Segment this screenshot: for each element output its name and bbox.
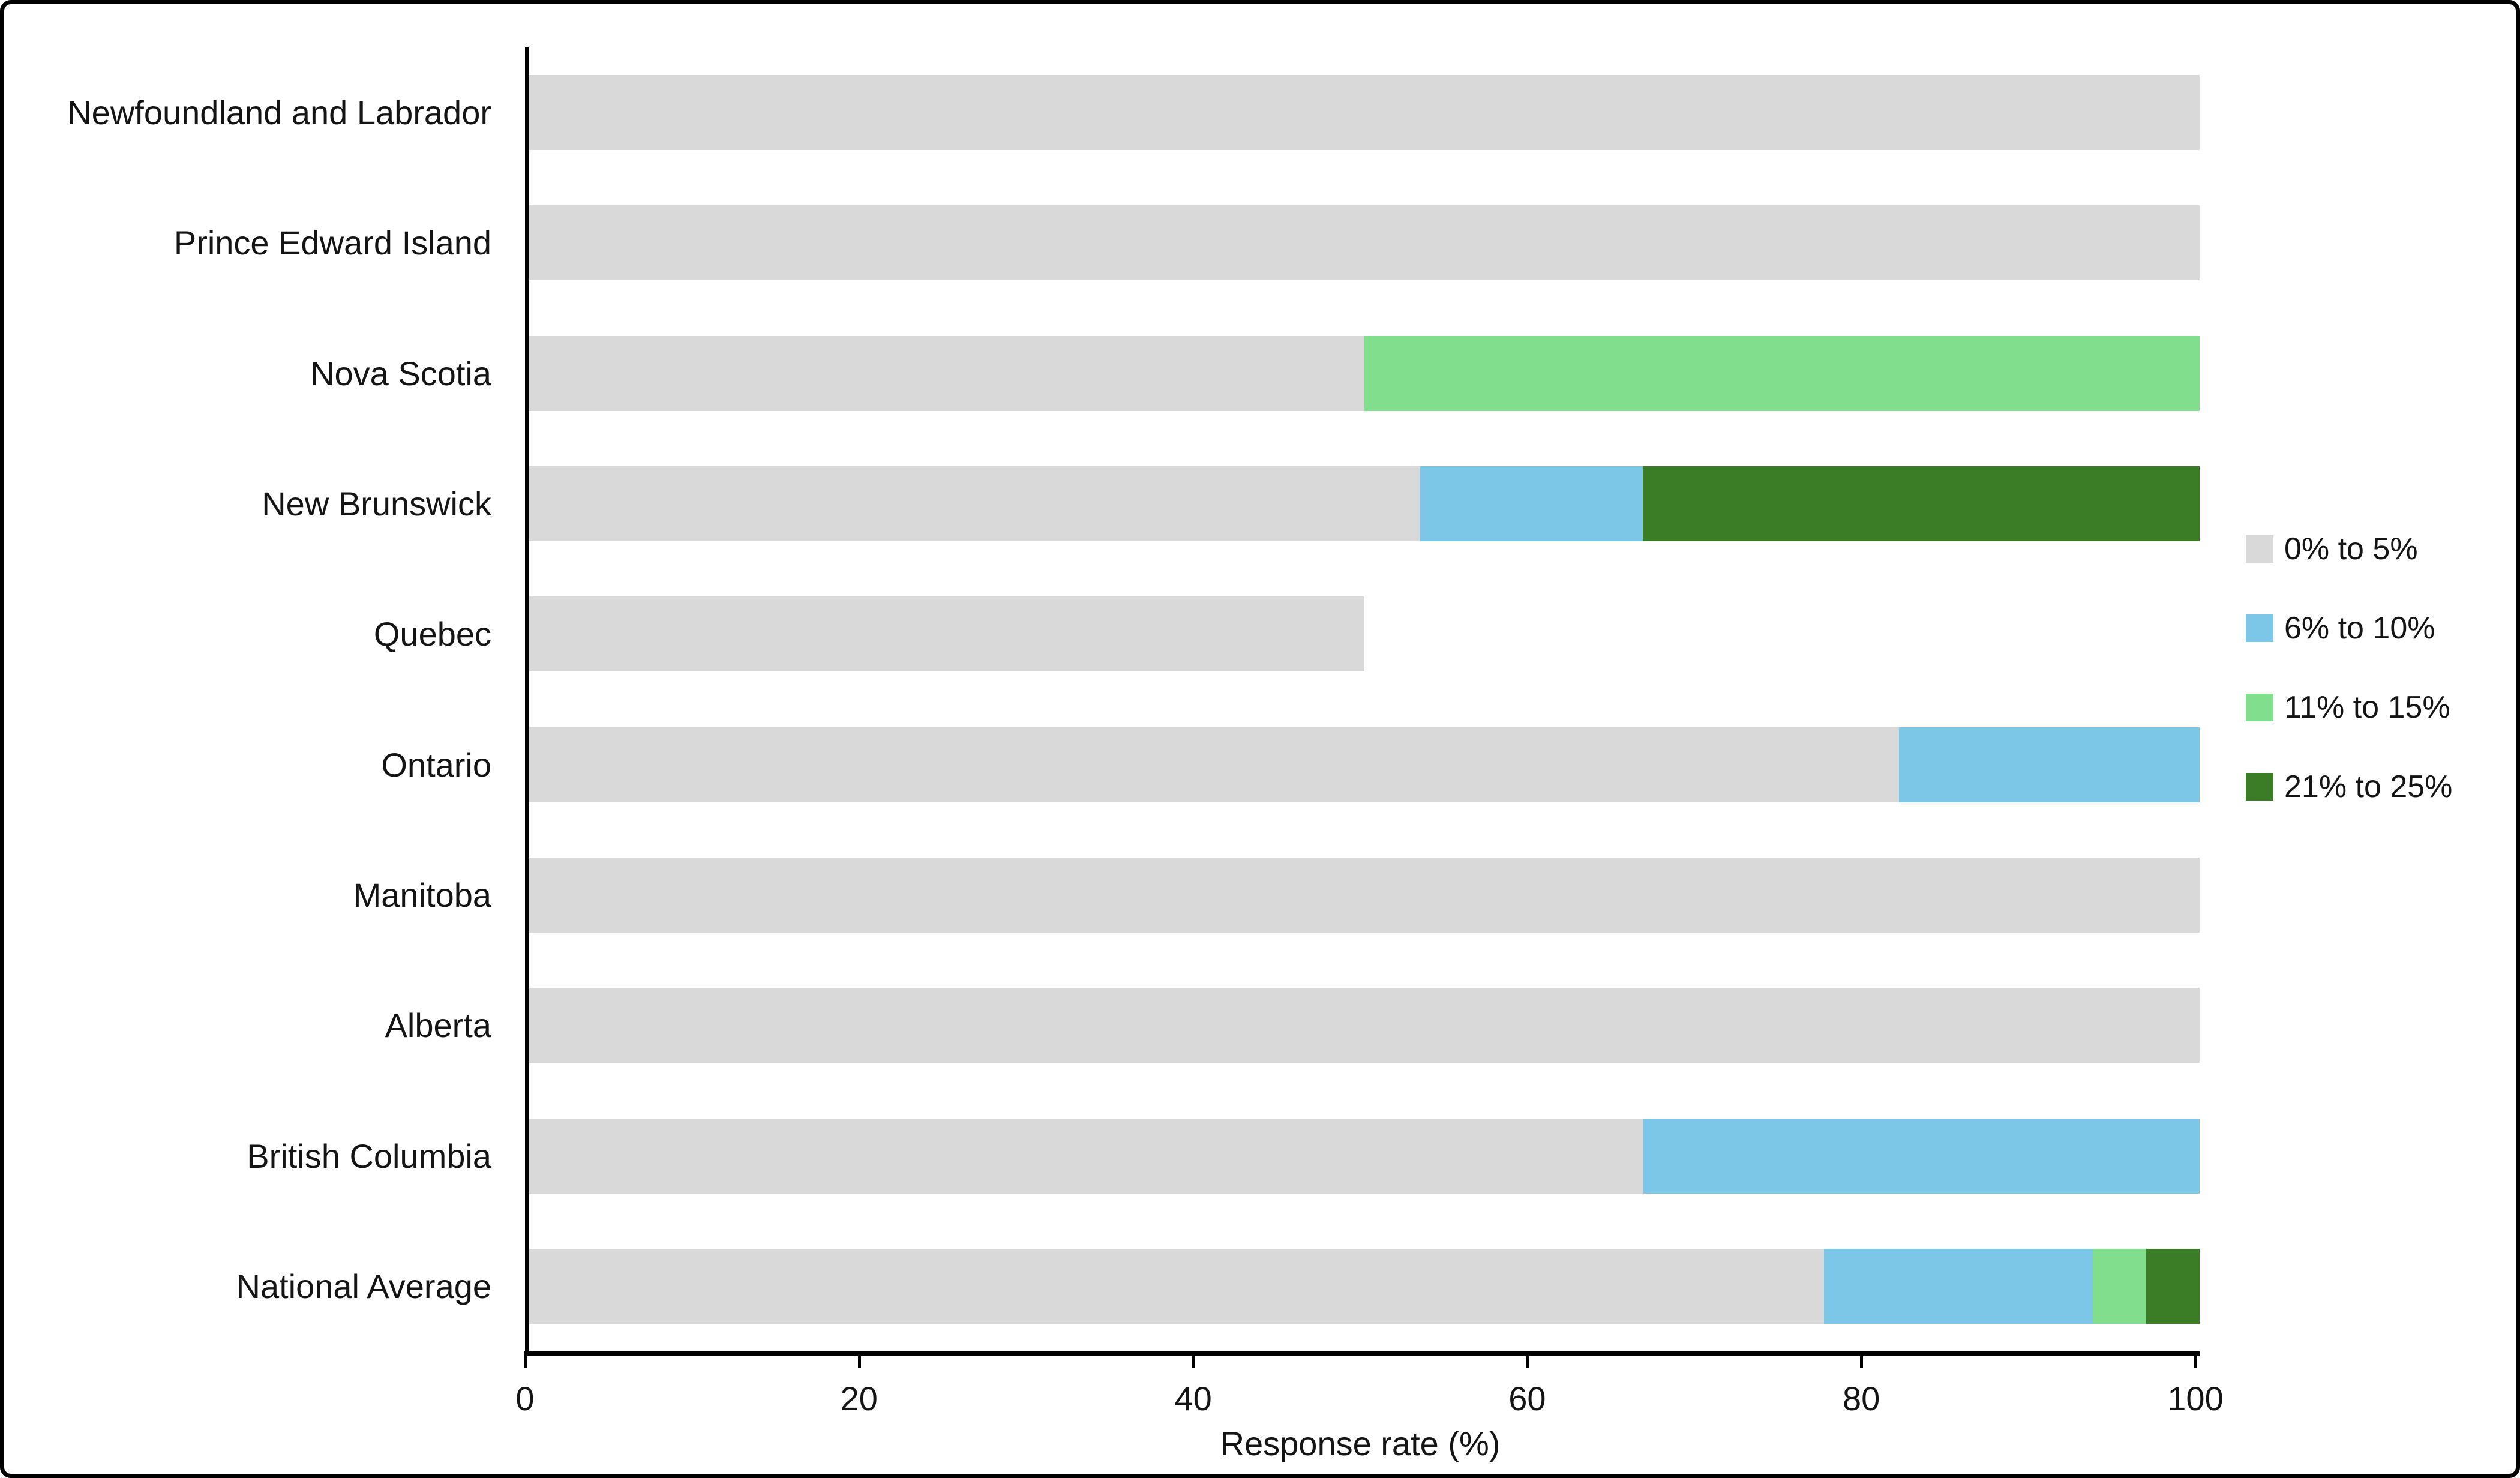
legend-swatch-icon <box>2246 614 2273 642</box>
y-axis-label: Nova Scotia <box>310 354 491 392</box>
stacked-bar <box>529 335 2200 411</box>
legend-label: 6% to 10% <box>2284 611 2435 646</box>
bar-segment <box>529 596 1364 672</box>
bar-row <box>529 699 2200 829</box>
stacked-bar <box>529 596 2200 672</box>
bar-segment <box>1364 335 2200 411</box>
stacked-bar <box>529 857 2200 933</box>
bar-segment <box>2092 1248 2146 1324</box>
bar-segment <box>2146 1248 2200 1324</box>
legend-item: 6% to 10% <box>2246 610 2452 646</box>
bar-row <box>529 439 2200 569</box>
stacked-bar <box>529 75 2200 151</box>
legend-swatch-icon <box>2246 694 2273 721</box>
bar-row <box>529 1090 2200 1221</box>
x-axis-title: Response rate (%) <box>1220 1425 1501 1462</box>
legend-item: 21% to 25% <box>2246 769 2452 805</box>
bar-row <box>529 960 2200 1090</box>
x-axis-tick-mark <box>1860 1351 1864 1368</box>
legend-item: 0% to 5% <box>2246 531 2452 567</box>
legend: 0% to 5% 6% to 10% 11% to 15% 21% to 25% <box>2246 531 2452 805</box>
y-axis-label: Ontario <box>381 745 491 784</box>
bar-segment <box>1823 1248 2093 1324</box>
x-axis-tick-mark <box>1192 1351 1195 1368</box>
bar-segment <box>529 1248 1824 1324</box>
x-axis-tick-label: 0 <box>515 1380 535 1417</box>
stacked-bar <box>529 466 2200 542</box>
stacked-bar <box>529 205 2200 281</box>
bar-segment <box>1420 466 1643 542</box>
bar-segment <box>1643 466 2200 542</box>
y-axis-label: Alberta <box>385 1006 491 1045</box>
stacked-bar <box>529 988 2200 1063</box>
bar-row <box>529 178 2200 308</box>
bar-segment <box>529 205 2200 281</box>
x-axis: 0 20 40 60 80 100 <box>515 1351 2224 1441</box>
bar-segment <box>529 75 2200 151</box>
y-axis-label: National Average <box>236 1267 492 1305</box>
plot-area <box>525 47 2200 1356</box>
legend-label: 11% to 15% <box>2284 690 2450 725</box>
bar-segment <box>529 988 2200 1063</box>
bar-row <box>529 308 2200 439</box>
bar-segment <box>529 335 1364 411</box>
y-axis-label: British Columbia <box>247 1137 491 1175</box>
x-axis-tick-label: 20 <box>840 1380 878 1417</box>
legend-swatch-icon <box>2246 773 2273 801</box>
bar-row <box>529 569 2200 699</box>
stacked-bar <box>529 727 2200 802</box>
x-axis-tick-mark <box>524 1351 527 1368</box>
x-axis-tick-label: 40 <box>1174 1380 1212 1417</box>
stacked-bar <box>529 1248 2200 1324</box>
legend-item: 11% to 15% <box>2246 689 2452 725</box>
y-axis-label: Newfoundland and Labrador <box>67 94 491 132</box>
bar-segment <box>529 466 1420 542</box>
legend-label: 0% to 5% <box>2284 532 2418 566</box>
bar-segment <box>1898 727 2200 802</box>
y-axis-label: Prince Edward Island <box>173 224 491 262</box>
bar-segment <box>1643 1118 2200 1194</box>
bar-row <box>529 830 2200 960</box>
x-axis-tick-mark <box>1526 1351 1529 1368</box>
x-axis-tick-mark <box>2194 1351 2197 1368</box>
bar-segment <box>529 727 1899 802</box>
bar-row <box>529 1221 2200 1351</box>
bar-row <box>529 47 2200 178</box>
bar-segment <box>529 1118 1643 1194</box>
bar-segment <box>529 857 2200 933</box>
x-axis-tick-label: 60 <box>1508 1380 1546 1417</box>
x-axis-tick-mark <box>857 1351 861 1368</box>
legend-label: 21% to 25% <box>2284 769 2453 804</box>
stacked-bar <box>529 1118 2200 1194</box>
y-axis-label: Quebec <box>373 615 491 653</box>
y-axis-label: New Brunswick <box>262 485 491 523</box>
x-axis-tick-label: 80 <box>1843 1380 1880 1417</box>
y-axis-labels: Newfoundland and Labrador Prince Edward I… <box>4 47 491 1351</box>
x-axis-tick-label: 100 <box>2167 1380 2224 1417</box>
y-axis-label: Manitoba <box>353 876 491 914</box>
legend-swatch-icon <box>2246 535 2273 563</box>
